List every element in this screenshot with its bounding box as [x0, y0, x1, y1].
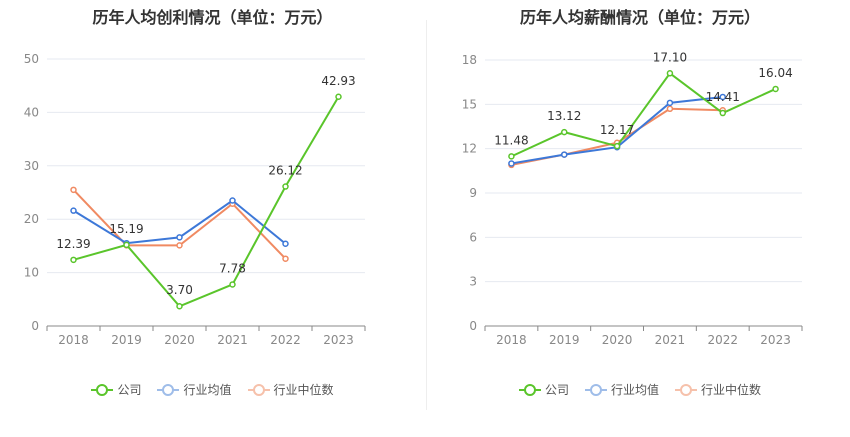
legend-item-company[interactable]: 公司: [91, 381, 141, 398]
data-label: 15.19: [109, 222, 143, 236]
data-point: [561, 128, 568, 136]
legend-item-industry-median[interactable]: 行业中位数: [247, 381, 334, 398]
data-point: [176, 302, 183, 310]
y-tick-label: 9: [469, 186, 477, 200]
legend-swatch-icon: [584, 383, 607, 397]
profit-chart-panel: 历年人均创利情况（单位：万元） 0 10 20 30 40 50 2018 2019 2020 2…: [0, 8, 425, 398]
legend-item-industry-median[interactable]: 行业中位数: [675, 381, 761, 398]
data-point: [282, 255, 289, 262]
legend-label: 行业均值: [610, 383, 659, 397]
chart-title: 历年人均创利情况（单位：万元）: [92, 8, 333, 27]
y-tick-label: 50: [24, 52, 39, 66]
x-tick-label: 2023: [323, 333, 354, 347]
y-tick-label: 40: [24, 105, 39, 119]
data-label: 42.93: [321, 74, 355, 88]
legend-swatch-icon: [675, 383, 697, 397]
data-point: [666, 105, 674, 113]
data-label: 11.48: [494, 133, 528, 147]
legend-label: 公司: [117, 383, 142, 397]
data-point: [229, 281, 236, 288]
legend-label: 公司: [544, 383, 569, 397]
legend-item-industry-avg[interactable]: 行业均值: [157, 381, 232, 398]
data-point: [229, 197, 236, 204]
x-tick-label: 2021: [655, 333, 686, 347]
data-point: [561, 151, 568, 158]
x-tick-label: 2022: [270, 333, 301, 347]
x-tick-label: 2019: [111, 333, 142, 347]
y-tick-label: 18: [462, 53, 477, 67]
y-tick-label: 6: [469, 230, 477, 244]
data-point: [70, 186, 77, 194]
x-tick-label: 2019: [549, 333, 580, 347]
y-tick-label: 20: [24, 212, 39, 226]
salary-chart-panel: 历年人均薪酬情况（单位：万元） 0 3 6 9 12 15 18 2018 2019 2020 20…: [430, 0, 850, 437]
legend-label: 行业中位数: [701, 383, 762, 397]
chart-legend: 公司 行业均值 行业中位数: [430, 381, 850, 398]
data-label: 17.10: [653, 50, 687, 64]
data-point: [282, 240, 289, 248]
data-point: [70, 207, 77, 214]
series-line: [510, 71, 776, 158]
y-tick-label: 15: [462, 97, 477, 111]
data-point: [666, 70, 674, 77]
legend-label: 行业中位数: [273, 383, 334, 397]
y-tick-label: 0: [31, 319, 39, 333]
legend-item-company[interactable]: 公司: [518, 381, 569, 398]
data-label: 3.70: [166, 283, 193, 297]
profit-chart: 0 10 20 30 40 50 2018 2019 2020 2021 2022 2023 12.39…: [24, 52, 366, 347]
data-point: [508, 160, 515, 167]
data-point: [508, 153, 515, 160]
data-label: 12.39: [56, 237, 90, 251]
data-point: [176, 234, 183, 241]
legend-swatch-icon: [247, 383, 270, 397]
data-point: [719, 93, 726, 101]
y-tick-label: 10: [24, 266, 39, 280]
data-point: [719, 109, 726, 117]
data-point: [666, 99, 674, 107]
legend-swatch-icon: [518, 383, 541, 397]
x-tick-label: 2023: [760, 333, 791, 347]
legend-item-industry-avg[interactable]: 行业均值: [584, 381, 659, 398]
legend-swatch-icon: [157, 383, 180, 397]
y-tick-label: 12: [462, 142, 477, 156]
x-tick-label: 2022: [707, 333, 738, 347]
data-label: 13.12: [547, 109, 581, 123]
legend-label: 行业均值: [183, 383, 232, 397]
y-tick-label: 3: [469, 275, 477, 289]
data-point: [282, 183, 289, 190]
chart-legend: 公司 行业均值 行业中位数: [0, 381, 425, 398]
x-tick-label: 2018: [58, 333, 89, 347]
panel-divider: [426, 20, 427, 410]
y-tick-label: 30: [24, 159, 39, 173]
chart-title: 历年人均薪酬情况（单位：万元）: [519, 8, 760, 27]
series-line: [73, 96, 340, 308]
x-tick-label: 2018: [496, 333, 527, 347]
data-label: 7.78: [219, 261, 246, 275]
data-label: 12.17: [600, 123, 634, 137]
data-label: 16.04: [758, 66, 792, 80]
x-tick-label: 2021: [217, 333, 248, 347]
salary-chart: 0 3 6 9 12 15 18 2018 2019 2020 2021 2022 2023 11.48 1…: [462, 50, 803, 347]
legend-swatch-icon: [91, 383, 114, 397]
data-label: 14.41: [706, 90, 740, 104]
data-point: [613, 142, 621, 150]
data-label: 26.12: [268, 164, 302, 178]
data-point: [123, 241, 130, 249]
data-point: [70, 256, 77, 264]
x-tick-label: 2020: [164, 333, 195, 347]
y-tick-label: 0: [469, 319, 477, 333]
data-point: [176, 242, 183, 249]
x-tick-label: 2020: [602, 333, 633, 347]
data-point: [772, 85, 779, 93]
data-point: [335, 93, 342, 101]
